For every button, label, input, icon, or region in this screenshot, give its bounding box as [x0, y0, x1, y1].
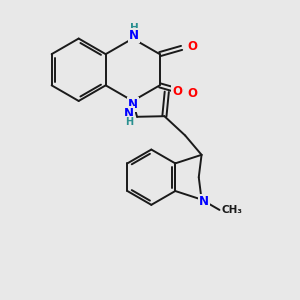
- Text: CH₃: CH₃: [221, 205, 242, 215]
- Text: O: O: [187, 40, 197, 53]
- Text: N: N: [199, 195, 209, 208]
- Text: N: N: [124, 107, 134, 120]
- Text: N: N: [128, 98, 138, 111]
- Text: H: H: [125, 117, 133, 127]
- Text: H: H: [130, 23, 138, 33]
- Text: O: O: [172, 85, 182, 98]
- Text: O: O: [187, 87, 197, 100]
- Text: N: N: [129, 29, 139, 42]
